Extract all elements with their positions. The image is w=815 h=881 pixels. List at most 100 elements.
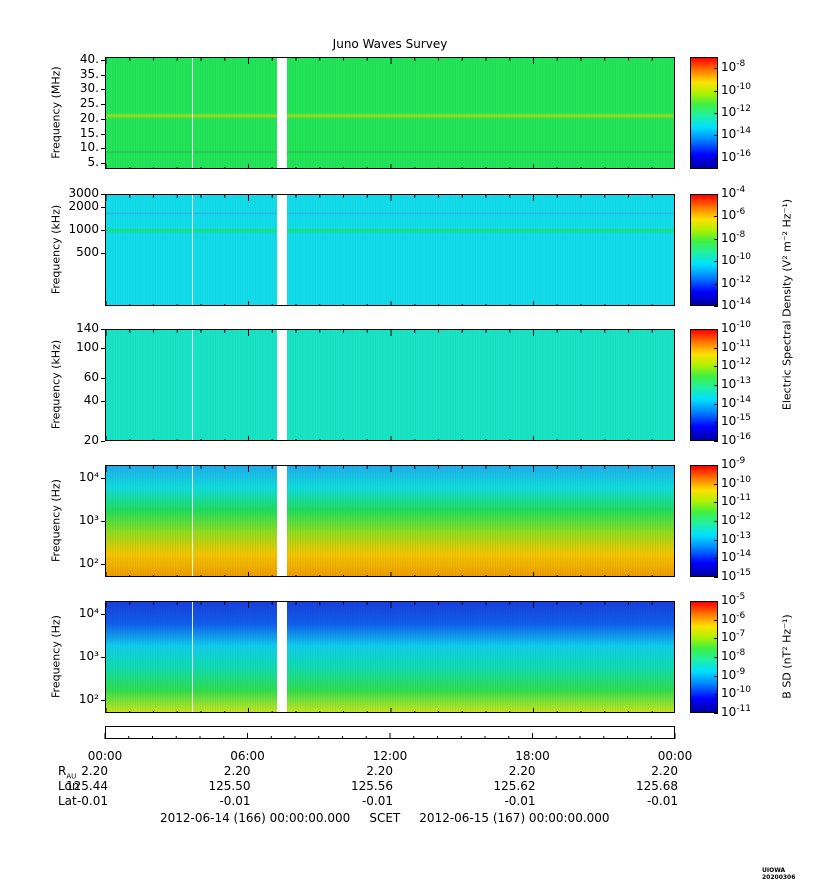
y-tick-label: 10. <box>79 140 99 155</box>
y-tick-label: 30. <box>79 81 99 96</box>
colorbar-tick-label: 10-12 <box>721 104 751 119</box>
scet-line: 2012-06-14 (166) 00:00:00.000 SCET 2012-… <box>160 811 610 825</box>
ephemeris-value: 2.20 <box>651 764 678 778</box>
y-tick <box>101 230 105 232</box>
y-tick <box>101 377 105 379</box>
y-tick-label: 5. <box>87 155 99 170</box>
ephemeris-value: -0.01 <box>219 794 251 808</box>
colorbar-tick-label: 10-16 <box>721 432 751 447</box>
y-tick <box>101 657 105 658</box>
colorbar-tick-label: 10-8 <box>721 648 746 663</box>
y-tick <box>101 104 105 106</box>
colorbar-tick-label: 10-10 <box>721 320 751 335</box>
y-tick <box>101 521 105 522</box>
colorbar-tick-label: 10-8 <box>721 59 746 75</box>
spectrogram-texture <box>106 330 674 440</box>
y-tick <box>101 329 105 330</box>
colorbar-label-magnetic: B SD (nT² Hz⁻¹) <box>780 614 794 699</box>
y-tick-label: 10² <box>78 692 99 707</box>
ephemeris-row-label: RAU <box>58 764 77 781</box>
y-tick-label: 20 <box>83 433 99 447</box>
ephemeris-row-label: Lon <box>58 779 80 793</box>
y-tick-label: 40 <box>83 393 99 408</box>
ephemeris-value: 125.62 <box>493 779 536 793</box>
colorbar-tick <box>714 306 718 307</box>
colorbar-tick <box>714 366 718 368</box>
colorbar-tick-label: 10-7 <box>721 629 746 645</box>
colorbar-tick-label: 10-14 <box>721 126 751 142</box>
colorbar-tick-label: 10-11 <box>721 338 751 354</box>
colorbar-tick <box>714 68 718 70</box>
colorbar-3 <box>690 329 718 441</box>
spectrogram-texture <box>106 602 674 712</box>
y-tick <box>101 74 105 76</box>
time-tick-label: 00:00 <box>87 749 123 763</box>
colorbar-tick-label: 10-6 <box>721 610 746 626</box>
colorbar-label-electric: Electric Spectral Density (V² m⁻² Hz⁻¹) <box>780 198 794 411</box>
ephemeris-value: -0.01 <box>646 794 678 808</box>
y-tick-label: 3000 <box>68 186 99 200</box>
chart-title: Juno Waves Survey <box>332 37 448 51</box>
colorbar-tick-label: 10-14 <box>721 394 751 410</box>
colorbar-2 <box>690 194 718 306</box>
ephemeris-value: 2.20 <box>81 764 108 778</box>
colorbar-tick-label: 10-9 <box>721 666 746 682</box>
colorbar-tick-label: 10-13 <box>721 376 751 391</box>
colorbar-tick-label: 10-12 <box>721 512 751 527</box>
colorbar-tick-label: 10-9 <box>721 456 746 471</box>
ephemeris-value: 125.44 <box>66 779 108 793</box>
marker-line <box>191 466 193 576</box>
y-tick-label: 10³ <box>78 649 99 663</box>
ephemeris-value: -0.01 <box>76 794 108 808</box>
colorbar-tick <box>714 577 718 578</box>
y-tick <box>101 163 105 165</box>
colorbar-tick-label: 10-6 <box>721 207 746 223</box>
data-gap <box>277 195 287 305</box>
colorbar-tick <box>714 675 718 677</box>
colorbar-tick <box>714 694 718 696</box>
ephemeris-value: 125.56 <box>351 779 393 793</box>
y-tick-label: 10⁴ <box>78 605 99 620</box>
colorbar-tick-label: 10-15 <box>721 568 751 583</box>
y-tick-label: 60 <box>83 369 99 384</box>
spectrogram-texture <box>106 58 674 168</box>
ephemeris-value: 2.20 <box>508 764 536 778</box>
colorbar-tick <box>714 601 718 602</box>
colorbar-tick <box>714 465 718 466</box>
colorbar-tick <box>714 558 718 560</box>
colorbar-tick-label: 10-11 <box>721 704 751 719</box>
time-tick-label: 00:00 <box>657 749 693 763</box>
y-tick-label: 140 <box>76 321 99 335</box>
marker-line <box>191 330 193 440</box>
y-tick-label: 1000 <box>68 222 99 237</box>
colorbar-tick <box>714 657 718 658</box>
colorbar-1 <box>690 57 718 169</box>
y-axis-label: Frequency (MHz) <box>49 66 63 159</box>
colorbar-tick <box>714 347 718 349</box>
y-axis-label: Frequency (Hz) <box>49 479 63 562</box>
time-tick-label: 06:00 <box>230 749 265 763</box>
y-tick <box>101 401 105 403</box>
y-tick <box>101 207 105 209</box>
colorbar-tick <box>714 90 718 92</box>
y-tick-label: 35. <box>79 66 99 81</box>
y-tick <box>101 89 105 91</box>
spectrogram-panel-5 <box>105 601 675 713</box>
spectrogram-panel-2 <box>105 194 675 306</box>
data-gap <box>277 602 287 712</box>
colorbar-tick <box>714 135 718 137</box>
y-tick <box>101 477 105 479</box>
stamp: UIOWA 20200306 <box>762 867 796 881</box>
ephemeris-value: 2.20 <box>223 764 251 778</box>
colorbar-tick <box>714 113 718 114</box>
y-tick-label: 500 <box>76 245 99 259</box>
y-axis-label: Frequency (kHz) <box>49 339 63 430</box>
y-tick <box>101 148 105 150</box>
time-tick-label: 18:00 <box>515 749 550 763</box>
y-axis-label: Frequency (kHz) <box>49 204 63 295</box>
colorbar-tick-label: 10-14 <box>721 297 751 312</box>
time-axis-strip <box>105 726 675 739</box>
colorbar-tick <box>714 157 718 159</box>
colorbar-tick <box>714 422 718 424</box>
y-tick <box>101 441 105 442</box>
